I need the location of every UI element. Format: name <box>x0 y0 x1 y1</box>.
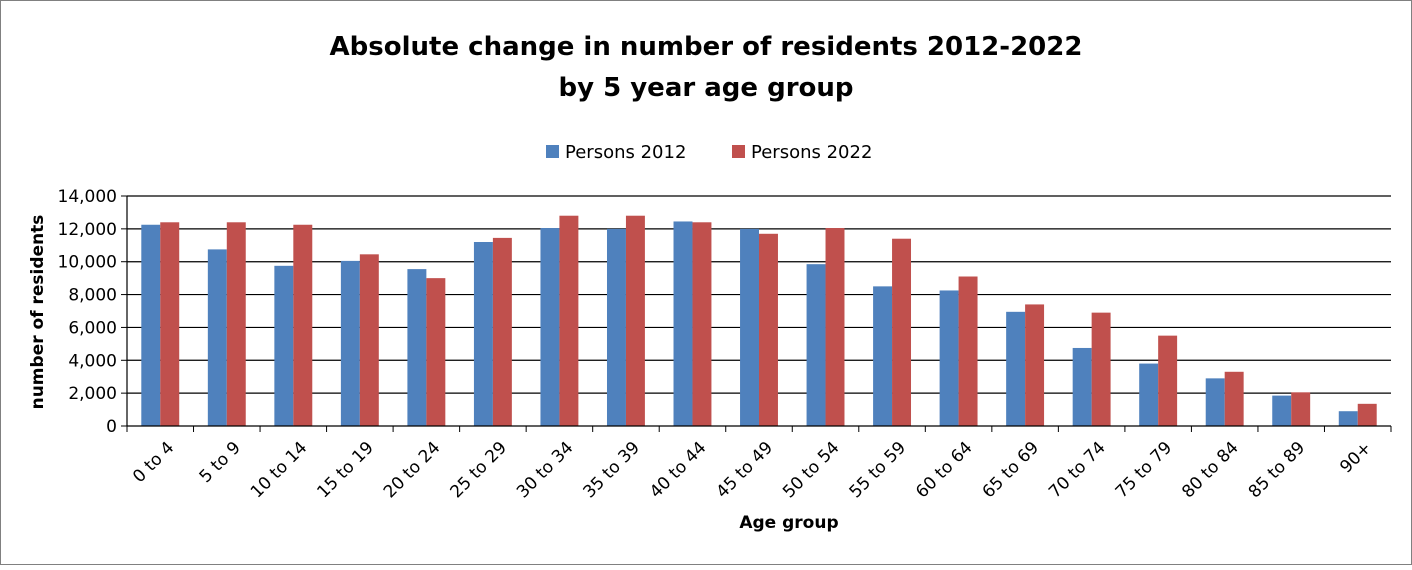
bar-persons-2012-15-to-19 <box>340 260 360 426</box>
bar-persons-2022-35-to-39 <box>625 215 645 426</box>
y-tick-label: 0 <box>106 417 117 437</box>
bar-persons-2012-10-to-14 <box>274 265 294 426</box>
y-tick-label: 4,000 <box>68 351 117 371</box>
bar-persons-2022-65-to-69 <box>1025 304 1045 426</box>
bar-persons-2012-50-to-54 <box>806 264 826 426</box>
bar-persons-2012-65-to-69 <box>1006 311 1026 426</box>
bar-persons-2012-55-to-59 <box>873 286 893 426</box>
bar-persons-2022-25-to-29 <box>492 237 512 426</box>
legend-label-persons-2022: Persons 2022 <box>751 142 872 163</box>
bar-persons-2012-45-to-49 <box>740 228 759 426</box>
bar-persons-2022-60-to-64 <box>958 276 978 426</box>
y-tick-label: 2,000 <box>68 384 117 404</box>
legend-swatch-persons-2012 <box>546 145 559 158</box>
bar-persons-2022-30-to-34 <box>559 215 579 426</box>
chart-legend: Persons 2012 Persons 2022 <box>546 142 872 163</box>
bar-persons-2022-45-to-49 <box>759 233 778 426</box>
y-axis-title: number of residents <box>28 215 48 410</box>
bar-persons-2012-20-to-24 <box>407 269 427 426</box>
y-tick-label: 10,000 <box>58 253 117 273</box>
legend-swatch-persons-2022 <box>732 145 745 158</box>
bar-persons-2022-10-to-14 <box>293 224 313 426</box>
bar-persons-2012-60-to-64 <box>939 290 959 426</box>
bar-persons-2012-5-to-9 <box>207 249 227 426</box>
y-tick-label: 6,000 <box>68 318 117 338</box>
y-tick-label: 8,000 <box>68 286 117 306</box>
bar-persons-2012-25-to-29 <box>473 242 493 426</box>
y-tick-label: 12,000 <box>58 220 117 240</box>
y-tick-label: 14,000 <box>58 187 117 207</box>
bar-persons-2022-20-to-24 <box>426 278 446 426</box>
bar-persons-2022-80-to-84 <box>1224 371 1244 426</box>
bar-persons-2012-80-to-84 <box>1205 378 1225 426</box>
bar-persons-2022-90 <box>1357 403 1377 426</box>
bar-persons-2022-50-to-54 <box>825 228 845 426</box>
axes <box>121 195 1392 432</box>
bar-persons-2022-40-to-44 <box>692 222 712 426</box>
bar-persons-2022-0-to-4 <box>160 222 180 426</box>
bar-persons-2022-85-to-89 <box>1291 392 1311 426</box>
bar-persons-2012-70-to-74 <box>1072 347 1092 426</box>
chart-subtitle: by 5 year age group <box>558 73 853 103</box>
bar-persons-2012-85-to-89 <box>1272 395 1292 426</box>
bar-persons-2012-35-to-39 <box>606 228 626 426</box>
bar-persons-2022-15-to-19 <box>359 254 379 426</box>
bar-persons-2022-70-to-74 <box>1091 312 1111 426</box>
bar-persons-2012-90 <box>1338 411 1358 426</box>
bar-persons-2022-55-to-59 <box>892 238 912 426</box>
chart-title: Absolute change in number of residents 2… <box>330 32 1083 62</box>
bar-persons-2022-75-to-79 <box>1158 335 1178 426</box>
bar-persons-2012-30-to-34 <box>540 228 560 426</box>
x-axis-title: Age group <box>739 513 838 533</box>
y-tick-labels: 0 2,000 4,000 6,000 8,000 10,000 12,000 14,000 <box>58 187 117 437</box>
bar-persons-2012-0-to-4 <box>141 224 161 426</box>
bars <box>141 215 1377 426</box>
bar-persons-2012-75-to-79 <box>1139 363 1159 426</box>
legend-label-persons-2012: Persons 2012 <box>565 142 686 163</box>
bar-persons-2012-40-to-44 <box>673 221 693 426</box>
bar-persons-2022-5-to-9 <box>226 222 246 426</box>
